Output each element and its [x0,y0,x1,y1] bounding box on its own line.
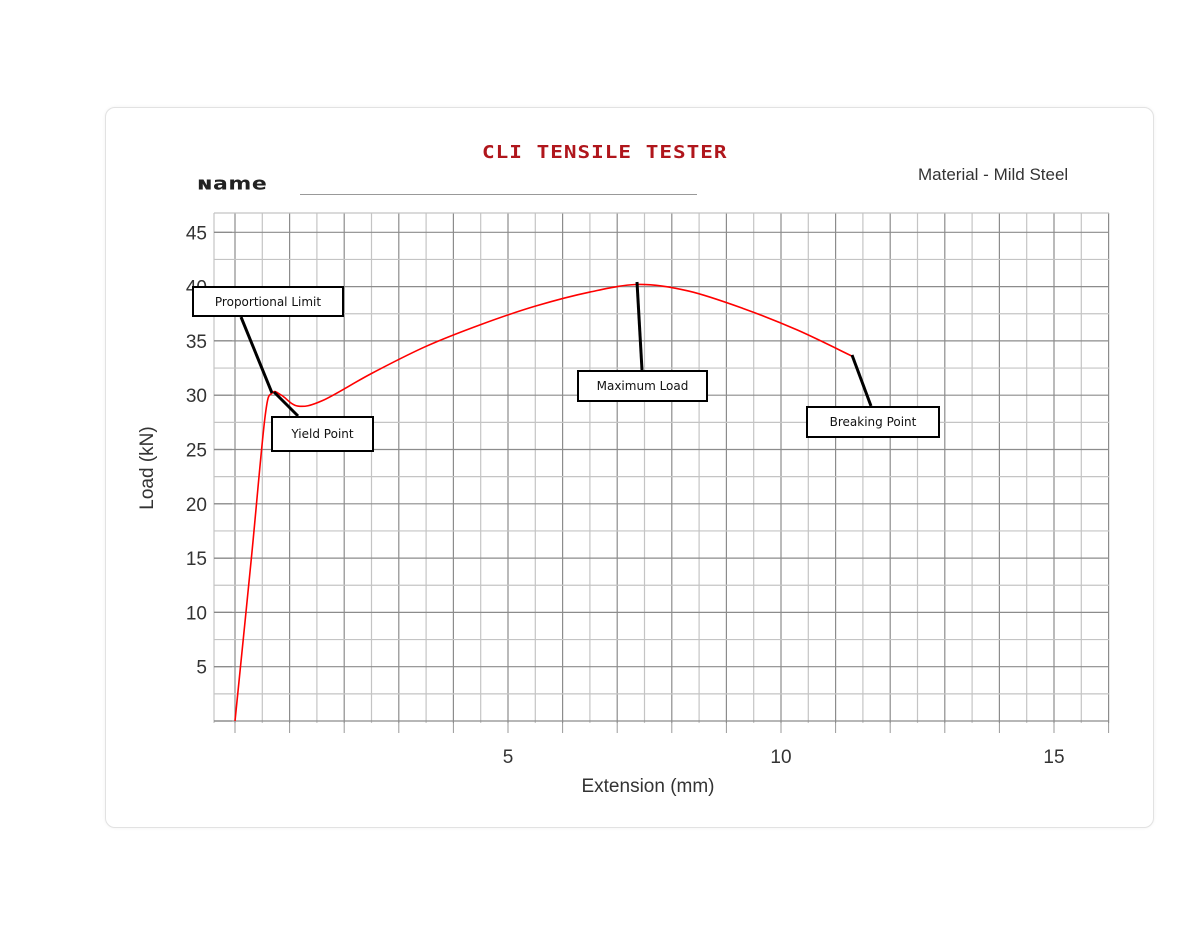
svg-text:15: 15 [186,549,207,570]
svg-text:35: 35 [186,332,207,353]
svg-text:5: 5 [503,747,514,768]
svg-text:25: 25 [186,441,207,462]
svg-text:15: 15 [1043,747,1064,768]
chart-title: CLI TENSILE TESTER [482,141,728,163]
material-label: Material - Mild Steel [918,165,1069,184]
name-label: ɴame [197,174,268,195]
svg-text:10: 10 [186,603,207,624]
svg-text:30: 30 [186,386,207,407]
grid [213,212,1110,723]
chart-card [105,107,1154,828]
x-axis-label: Extension (mm) [581,776,714,797]
annotation-leaders [239,281,873,418]
svg-text:45: 45 [186,223,207,244]
svg-text:20: 20 [186,495,207,516]
load-extension-curve [234,283,853,722]
svg-text:5: 5 [196,658,207,679]
annotation-breaking-point: Breaking Point [806,406,940,438]
annotation-maximum-load: Maximum Load [577,370,708,402]
annotation-proportional-limit: Proportional Limit [192,286,344,317]
svg-text:10: 10 [770,747,791,768]
y-axis-label: Load (kN) [137,426,158,509]
name-field-line [300,194,697,195]
annotation-yield-point: Yield Point [271,416,374,452]
